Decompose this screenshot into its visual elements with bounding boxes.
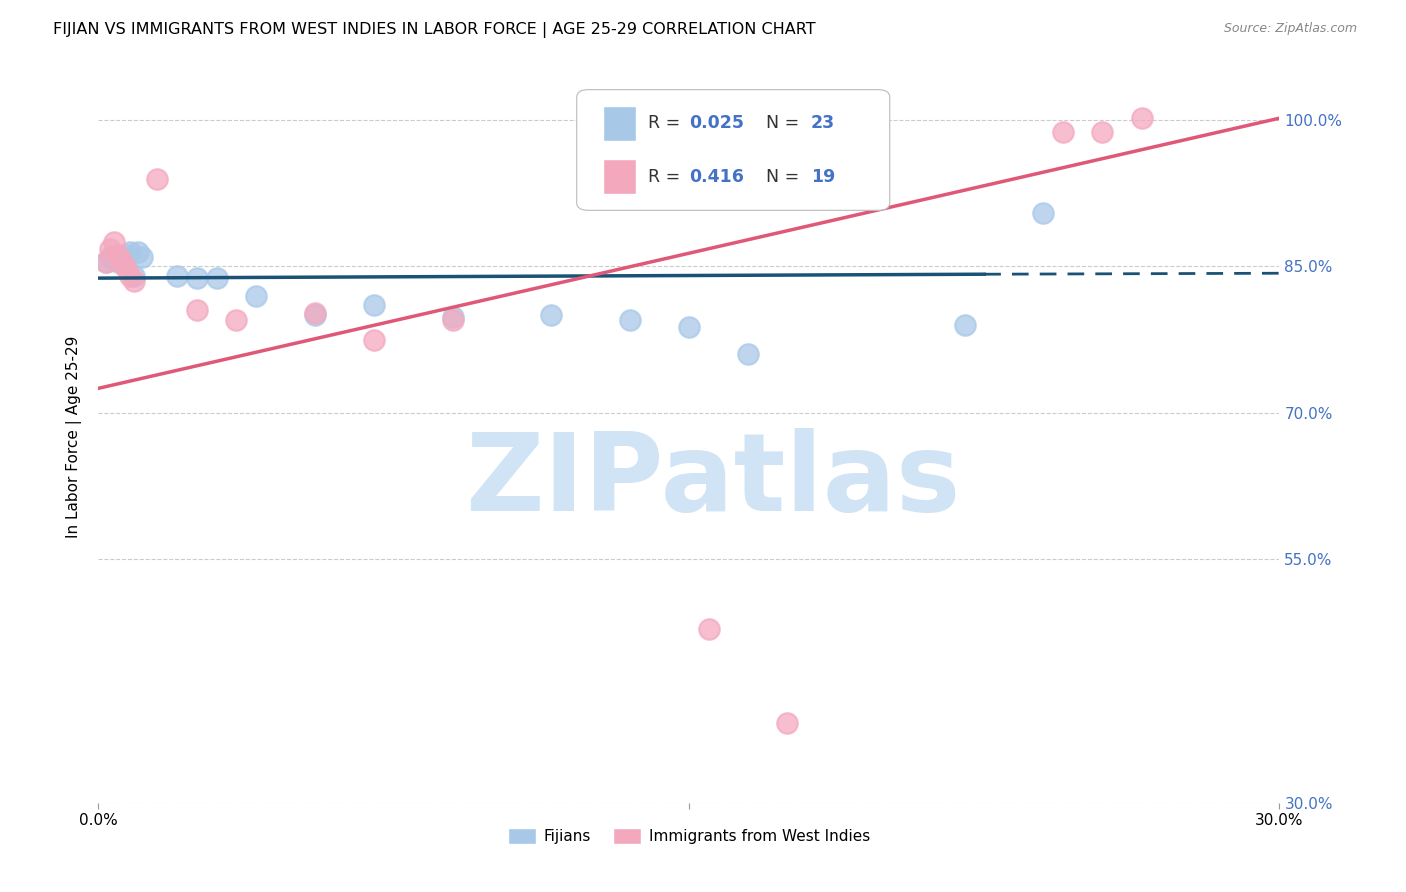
Point	[304, 306, 326, 320]
Point	[245, 288, 267, 302]
Text: N =: N =	[766, 168, 804, 186]
Text: R =: R =	[648, 114, 685, 133]
Point	[619, 313, 641, 327]
Point	[131, 250, 153, 264]
Text: 0.416: 0.416	[689, 168, 744, 186]
Text: 23: 23	[811, 114, 835, 133]
Point	[1052, 125, 1074, 139]
Y-axis label: In Labor Force | Age 25-29: In Labor Force | Age 25-29	[66, 336, 83, 538]
Legend: Fijians, Immigrants from West Indies: Fijians, Immigrants from West Indies	[502, 822, 876, 850]
Point	[363, 298, 385, 312]
Point	[737, 347, 759, 361]
Point	[441, 313, 464, 327]
Point	[115, 248, 138, 262]
Point	[1130, 111, 1153, 125]
Point	[186, 303, 208, 318]
Point	[111, 254, 134, 268]
Point	[697, 622, 720, 636]
Point	[146, 171, 169, 186]
Point	[96, 254, 118, 268]
Point	[363, 333, 385, 347]
Point	[225, 313, 247, 327]
Point	[166, 269, 188, 284]
FancyBboxPatch shape	[576, 90, 890, 211]
Point	[1091, 125, 1114, 139]
Text: FIJIAN VS IMMIGRANTS FROM WEST INDIES IN LABOR FORCE | AGE 25-29 CORRELATION CHA: FIJIAN VS IMMIGRANTS FROM WEST INDIES IN…	[53, 22, 815, 38]
Point	[127, 244, 149, 259]
Point	[441, 310, 464, 325]
Point	[98, 242, 121, 256]
Text: ZIPatlas: ZIPatlas	[465, 428, 960, 534]
Point	[122, 269, 145, 284]
Point	[678, 319, 700, 334]
Bar	[603, 159, 636, 194]
Point	[107, 248, 129, 262]
Point	[776, 715, 799, 730]
Point	[107, 254, 129, 268]
Text: 0.025: 0.025	[689, 114, 744, 133]
Point	[186, 271, 208, 285]
Point	[304, 308, 326, 322]
Point	[205, 271, 228, 285]
Text: Source: ZipAtlas.com: Source: ZipAtlas.com	[1223, 22, 1357, 36]
Bar	[603, 106, 636, 141]
Point	[118, 244, 141, 259]
Point	[118, 269, 141, 284]
Point	[98, 250, 121, 264]
Point	[111, 252, 134, 266]
Point	[103, 235, 125, 249]
Point	[953, 318, 976, 332]
Point	[115, 261, 138, 276]
Point	[96, 254, 118, 268]
Point	[1032, 206, 1054, 220]
Text: R =: R =	[648, 168, 685, 186]
Text: N =: N =	[766, 114, 804, 133]
Point	[540, 308, 562, 322]
Point	[103, 252, 125, 266]
Point	[122, 274, 145, 288]
Text: 19: 19	[811, 168, 835, 186]
